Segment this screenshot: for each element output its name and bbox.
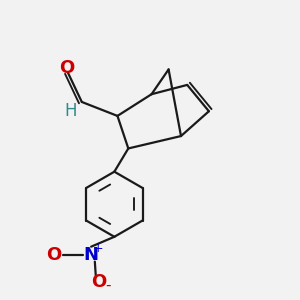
Text: O: O: [91, 273, 106, 291]
Text: H: H: [65, 102, 77, 120]
Text: -: -: [105, 278, 111, 293]
Text: +: +: [93, 242, 103, 255]
Text: N: N: [84, 246, 99, 264]
Text: O: O: [46, 246, 62, 264]
Text: O: O: [59, 59, 74, 77]
